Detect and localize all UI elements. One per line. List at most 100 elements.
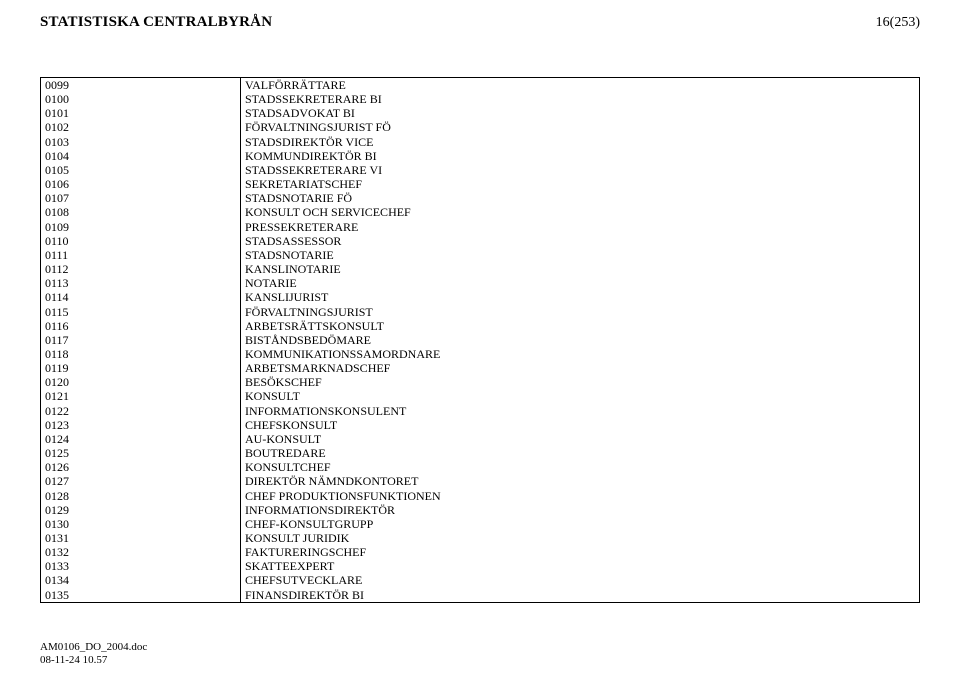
- code-cell: 0119: [41, 361, 241, 375]
- table-row: 0120BESÖKSCHEF: [41, 375, 920, 389]
- table-row: 0106SEKRETARIATSCHEF: [41, 177, 920, 191]
- code-cell: 0125: [41, 446, 241, 460]
- title-cell: ARBETSMARKNADSCHEF: [241, 361, 920, 375]
- code-cell: 0116: [41, 319, 241, 333]
- code-cell: 0123: [41, 418, 241, 432]
- table-row: 0105STADSSEKRETERARE VI: [41, 163, 920, 177]
- table-row: 0121KONSULT: [41, 389, 920, 403]
- table-row: 0109PRESSEKRETERARE: [41, 220, 920, 234]
- table-row: 0115FÖRVALTNINGSJURIST: [41, 305, 920, 319]
- table-row: 0126KONSULTCHEF: [41, 460, 920, 474]
- code-cell: 0099: [41, 78, 241, 93]
- table-row: 0111STADSNOTARIE: [41, 248, 920, 262]
- title-cell: KONSULT: [241, 389, 920, 403]
- table-row: 0118KOMMUNIKATIONSSAMORDNARE: [41, 347, 920, 361]
- table-row: 0134CHEFSUTVECKLARE: [41, 573, 920, 587]
- table-row: 0103STADSDIREKTÖR VICE: [41, 135, 920, 149]
- title-cell: STADSSEKRETERARE VI: [241, 163, 920, 177]
- table-row: 0125BOUTREDARE: [41, 446, 920, 460]
- document-page: STATISTISKA CENTRALBYRÅN 16(253) 0099VAL…: [0, 0, 960, 677]
- code-cell: 0110: [41, 234, 241, 248]
- code-cell: 0112: [41, 262, 241, 276]
- code-cell: 0127: [41, 474, 241, 488]
- title-cell: STADSNOTARIE FÖ: [241, 191, 920, 205]
- title-cell: KOMMUNDIREKTÖR BI: [241, 149, 920, 163]
- code-cell: 0117: [41, 333, 241, 347]
- title-cell: KONSULT OCH SERVICECHEF: [241, 205, 920, 219]
- code-cell: 0106: [41, 177, 241, 191]
- table-row: 0129INFORMATIONSDIREKTÖR: [41, 503, 920, 517]
- code-cell: 0104: [41, 149, 241, 163]
- table-row: 0135FINANSDIREKTÖR BI: [41, 588, 920, 603]
- code-cell: 0107: [41, 191, 241, 205]
- title-cell: KOMMUNIKATIONSSAMORDNARE: [241, 347, 920, 361]
- page-number: 16(253): [876, 15, 920, 31]
- title-cell: STADSSEKRETERARE BI: [241, 92, 920, 106]
- code-cell: 0101: [41, 106, 241, 120]
- table-row: 0130CHEF-KONSULTGRUPP: [41, 517, 920, 531]
- title-cell: STADSNOTARIE: [241, 248, 920, 262]
- code-cell: 0108: [41, 205, 241, 219]
- code-table: 0099VALFÖRRÄTTARE0100STADSSEKRETERARE BI…: [40, 77, 920, 603]
- page-header: STATISTISKA CENTRALBYRÅN 16(253): [40, 14, 920, 31]
- code-cell: 0113: [41, 276, 241, 290]
- table-row: 0112KANSLINOTARIE: [41, 262, 920, 276]
- footer-filename: AM0106_DO_2004.doc: [40, 641, 147, 654]
- title-cell: PRESSEKRETERARE: [241, 220, 920, 234]
- title-cell: DIREKTÖR NÄMNDKONTORET: [241, 474, 920, 488]
- title-cell: BISTÅNDSBEDÖMARE: [241, 333, 920, 347]
- table-row: 0110STADSASSESSOR: [41, 234, 920, 248]
- title-cell: KANSLINOTARIE: [241, 262, 920, 276]
- code-cell: 0111: [41, 248, 241, 262]
- title-cell: SEKRETARIATSCHEF: [241, 177, 920, 191]
- table-row: 0104KOMMUNDIREKTÖR BI: [41, 149, 920, 163]
- title-cell: FÖRVALTNINGSJURIST FÖ: [241, 120, 920, 134]
- table-row: 0128CHEF PRODUKTIONSFUNKTIONEN: [41, 489, 920, 503]
- code-cell: 0102: [41, 120, 241, 134]
- table-row: 0101STADSADVOKAT BI: [41, 106, 920, 120]
- title-cell: KANSLIJURIST: [241, 290, 920, 304]
- table-row: 0119ARBETSMARKNADSCHEF: [41, 361, 920, 375]
- code-cell: 0132: [41, 545, 241, 559]
- title-cell: STADSDIREKTÖR VICE: [241, 135, 920, 149]
- code-cell: 0118: [41, 347, 241, 361]
- code-cell: 0100: [41, 92, 241, 106]
- title-cell: CHEF-KONSULTGRUPP: [241, 517, 920, 531]
- title-cell: KONSULT JURIDIK: [241, 531, 920, 545]
- table-row: 0100STADSSEKRETERARE BI: [41, 92, 920, 106]
- title-cell: ARBETSRÄTTSKONSULT: [241, 319, 920, 333]
- table-row: 0117BISTÅNDSBEDÖMARE: [41, 333, 920, 347]
- code-cell: 0130: [41, 517, 241, 531]
- code-cell: 0103: [41, 135, 241, 149]
- code-cell: 0120: [41, 375, 241, 389]
- table-row: 0133SKATTEEXPERT: [41, 559, 920, 573]
- table-row: 0127DIREKTÖR NÄMNDKONTORET: [41, 474, 920, 488]
- footer-timestamp: 08-11-24 10.57: [40, 654, 147, 667]
- code-cell: 0109: [41, 220, 241, 234]
- code-cell: 0128: [41, 489, 241, 503]
- org-title: STATISTISKA CENTRALBYRÅN: [40, 14, 272, 31]
- title-cell: KONSULTCHEF: [241, 460, 920, 474]
- title-cell: BESÖKSCHEF: [241, 375, 920, 389]
- code-cell: 0105: [41, 163, 241, 177]
- title-cell: BOUTREDARE: [241, 446, 920, 460]
- title-cell: INFORMATIONSKONSULENT: [241, 404, 920, 418]
- code-cell: 0134: [41, 573, 241, 587]
- title-cell: FINANSDIREKTÖR BI: [241, 588, 920, 603]
- title-cell: INFORMATIONSDIREKTÖR: [241, 503, 920, 517]
- table-row: 0116ARBETSRÄTTSKONSULT: [41, 319, 920, 333]
- table-row: 0114KANSLIJURIST: [41, 290, 920, 304]
- title-cell: CHEF PRODUKTIONSFUNKTIONEN: [241, 489, 920, 503]
- title-cell: FÖRVALTNINGSJURIST: [241, 305, 920, 319]
- code-cell: 0133: [41, 559, 241, 573]
- table-row: 0099VALFÖRRÄTTARE: [41, 78, 920, 93]
- title-cell: STADSADVOKAT BI: [241, 106, 920, 120]
- code-cell: 0126: [41, 460, 241, 474]
- code-cell: 0131: [41, 531, 241, 545]
- table-row: 0131KONSULT JURIDIK: [41, 531, 920, 545]
- code-cell: 0124: [41, 432, 241, 446]
- table-row: 0107STADSNOTARIE FÖ: [41, 191, 920, 205]
- table-row: 0113NOTARIE: [41, 276, 920, 290]
- title-cell: SKATTEEXPERT: [241, 559, 920, 573]
- code-cell: 0135: [41, 588, 241, 603]
